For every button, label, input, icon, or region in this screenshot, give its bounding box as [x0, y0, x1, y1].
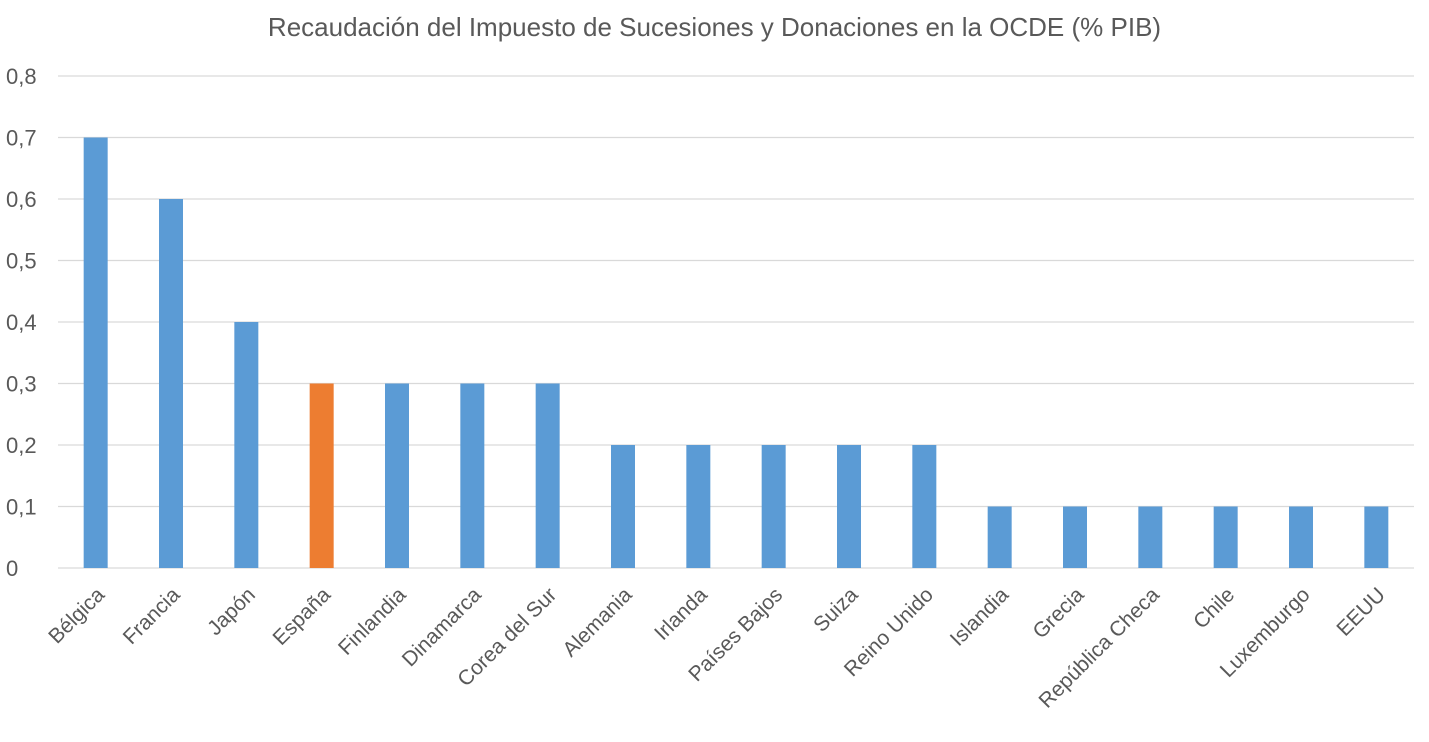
- y-tick-label: 0,5: [6, 249, 37, 274]
- y-tick-label: 0,4: [6, 310, 37, 335]
- x-tick-label: EEUU: [1332, 583, 1390, 641]
- bar-grecia: [1063, 506, 1087, 568]
- y-tick-label: 0,2: [6, 433, 37, 458]
- bar-francia: [159, 199, 183, 568]
- bar-irlanda: [686, 445, 711, 568]
- x-tick-label: Grecia: [1029, 583, 1089, 643]
- x-tick-label: Francia: [119, 583, 185, 649]
- bar-eeuu: [1364, 506, 1389, 568]
- x-tick-label: Suiza: [809, 583, 863, 637]
- y-axis-ticks: 0 0,1 0,2 0,3 0,4 0,5 0,6 0,7 0,8: [6, 64, 37, 581]
- x-tick-label: España: [269, 583, 336, 650]
- bar-chile: [1213, 506, 1238, 568]
- bar-reino-unido: [912, 445, 937, 568]
- bar-corea-del-sur: [535, 383, 560, 568]
- bar-alemania: [611, 445, 635, 568]
- chart-title: Recaudación del Impuesto de Sucesiones y…: [267, 12, 1162, 42]
- x-tick-label: Islandia: [946, 583, 1014, 651]
- x-axis-ticks: Bélgica Francia Japón EspañaFinlandiaDinama…: [44, 583, 1390, 713]
- bar-japon: [234, 322, 259, 568]
- gridlines: [58, 75, 1414, 569]
- bar-belgica: [83, 137, 108, 568]
- bar-paises-bajos: [761, 445, 786, 568]
- x-tick-label: Japón: [203, 583, 260, 640]
- bar-espana: [309, 383, 334, 568]
- y-tick-label: 0,7: [6, 126, 37, 151]
- bar-dinamarca: [460, 383, 485, 568]
- y-tick-label: 0,6: [6, 187, 37, 212]
- x-tick-label: Bélgica: [44, 583, 109, 648]
- y-tick-label: 0: [6, 556, 18, 581]
- bar-suiza: [837, 445, 861, 568]
- x-tick-label: Alemania: [558, 583, 636, 661]
- y-tick-label: 0,8: [6, 64, 37, 89]
- y-tick-label: 0,3: [6, 372, 37, 397]
- x-tick-label: Chile: [1189, 583, 1239, 633]
- bar-islandia: [987, 506, 1012, 568]
- bar-republica-checa: [1138, 506, 1163, 568]
- y-tick-label: 0,1: [6, 495, 37, 520]
- x-tick-label: Finlandia: [334, 583, 411, 660]
- bar-luxemburgo: [1289, 506, 1313, 568]
- bars: [83, 137, 1389, 568]
- bar-finlandia: [385, 383, 409, 568]
- x-tick-label: Irlanda: [650, 583, 712, 645]
